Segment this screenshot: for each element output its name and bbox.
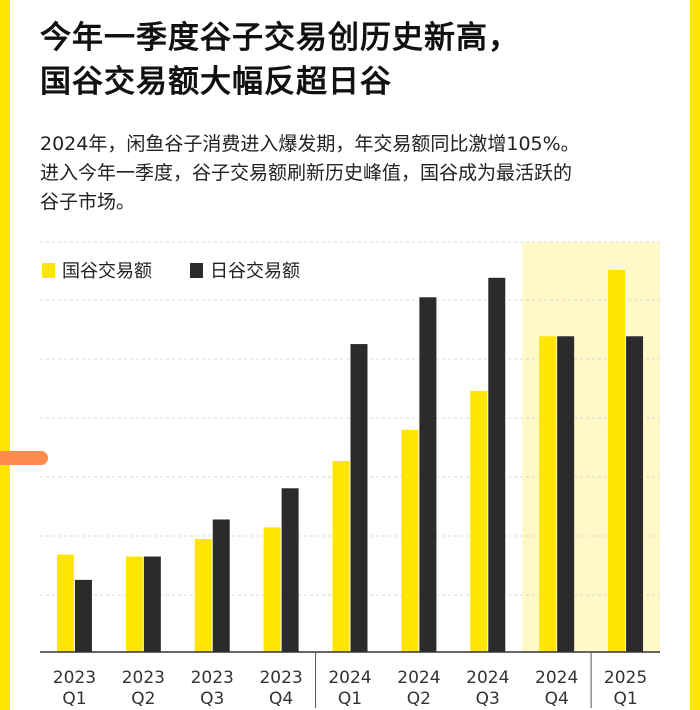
bar-guogu [194,538,212,652]
bar-rigu [350,344,368,652]
bar-rigu [557,336,575,652]
x-tick-label-quarter: Q3 [200,689,224,709]
description-line-2: 进入今年一季度，谷子交易额刷新历史峰值，国谷成为最活跃的 [40,162,573,184]
legend-rigu-swatch [190,263,203,278]
side-tab-marker [0,451,48,465]
x-tick-label-quarter: Q2 [407,689,431,709]
x-tick-label-year: 2024 [328,668,371,688]
bar-guogu [470,390,488,652]
bar-rigu [74,579,92,652]
right-accent-frame [690,0,700,710]
x-tick-label-quarter: Q4 [269,689,293,709]
left-accent-frame [0,0,10,710]
bar-guogu [56,554,74,652]
bar-rigu [212,519,230,652]
description-line-1: 2024年，闲鱼谷子消费进入爆发期，年交易额同比激增105%。 [40,133,580,155]
x-tick-label-quarter: Q2 [131,689,155,709]
x-tick-label-year: 2023 [53,668,96,688]
x-tick-label-year: 2024 [466,668,509,688]
bar-guogu [263,527,281,652]
x-tick-label-year: 2025 [604,668,647,688]
legend-guogu-swatch [42,263,55,278]
legend-rigu-label: 日谷交易额 [210,261,300,282]
bar-rigu [626,336,644,652]
x-tick-label-quarter: Q1 [613,689,637,709]
x-tick-label-quarter: Q1 [62,689,86,709]
x-tick-label-quarter: Q4 [545,689,569,709]
bar-guogu [608,270,626,652]
bar-rigu [419,297,437,652]
headline: 今年一季度谷子交易创历史新高， 国谷交易额大幅反超日谷 [40,16,680,104]
x-tick-label-year: 2024 [397,668,440,688]
headline-line-1: 今年一季度谷子交易创历史新高， [40,20,520,56]
description-line-3: 谷子市场。 [40,191,136,213]
x-tick-label-year: 2024 [535,668,578,688]
legend-guogu-label: 国谷交易额 [62,261,152,282]
description: 2024年，闲鱼谷子消费进入爆发期，年交易额同比激增105%。 进入今年一季度，… [40,130,680,217]
bar-guogu [332,461,350,652]
x-tick-label-year: 2023 [122,668,165,688]
bar-guogu [539,336,557,652]
x-tick-label-quarter: Q1 [338,689,362,709]
x-tick-label-year: 2023 [191,668,234,688]
x-tick-label-year: 2023 [259,668,302,688]
bar-guogu [125,556,143,652]
x-tick-label-quarter: Q3 [476,689,500,709]
bar-guogu [401,429,419,652]
bar-rigu [281,488,299,652]
headline-line-2: 国谷交易额大幅反超日谷 [40,64,392,100]
bar-rigu [143,556,161,652]
bar-rigu [488,277,506,652]
